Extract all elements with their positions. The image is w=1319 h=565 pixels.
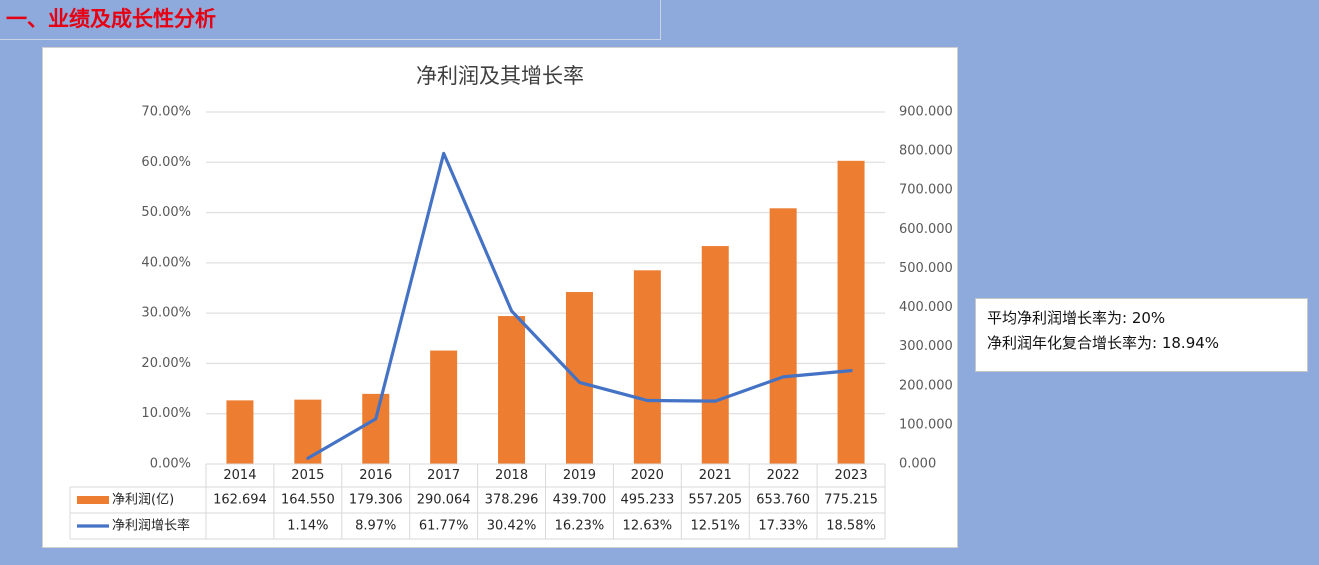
category-label: 2023	[835, 468, 868, 483]
growth-value-label: 18.58%	[826, 519, 876, 534]
cagr-value: 18.94%	[1161, 334, 1220, 352]
growth-rate-line	[306, 151, 853, 460]
growth-value-label: 61.77%	[419, 519, 469, 534]
growth-value-label: 16.23%	[555, 519, 605, 534]
right-axis-tick-label: 300.000	[899, 339, 953, 354]
bar-value-label: 557.205	[688, 493, 742, 508]
right-axis-tick-label: 200.000	[899, 378, 953, 393]
left-axis-tick-label: 20.00%	[141, 356, 191, 371]
category-label: 2019	[563, 468, 596, 483]
category-label: 2017	[427, 468, 460, 483]
section-header: 一、业绩及成长性分析	[0, 0, 661, 40]
right-axis-tick-label: 700.000	[899, 183, 953, 198]
left-axis: 0.00% 10.00% 20.00% 30.00% 40.00% 50.00% 60.00…	[141, 105, 191, 472]
growth-value-label: 12.51%	[690, 519, 740, 534]
bar-value-label: 378.296	[485, 493, 539, 508]
left-axis-tick-label: 40.00%	[141, 255, 191, 270]
legend-line-label: 净利润增长率	[112, 518, 190, 534]
right-axis-tick-label: 800.000	[899, 144, 953, 159]
right-axis-tick-label: 100.000	[899, 417, 953, 432]
bar	[701, 246, 729, 464]
left-axis-tick-label: 60.00%	[141, 155, 191, 170]
legend-bar-swatch	[77, 496, 109, 504]
left-axis-tick-label: 10.00%	[141, 406, 191, 421]
chart-bars	[226, 160, 865, 464]
category-label: 2022	[767, 468, 800, 483]
bar-value-label: 775.215	[824, 493, 878, 508]
left-axis-tick-label: 0.00%	[150, 457, 191, 472]
average-growth-value: 20%	[1131, 309, 1166, 327]
chart-title: 净利润及其增长率	[416, 64, 584, 88]
chart-line	[306, 151, 853, 460]
growth-value-label: 8.97%	[355, 519, 396, 534]
growth-value-label: 1.14%	[287, 519, 328, 534]
right-axis-tick-label: 400.000	[899, 300, 953, 315]
right-axis-tick-label: 600.000	[899, 222, 953, 237]
cagr-summary: 净利润年化复合增长率为: 18.94%	[987, 331, 1298, 356]
bar	[565, 292, 593, 464]
bar	[226, 400, 254, 464]
right-axis-tick-label: 500.000	[899, 261, 953, 276]
data-table: 2014 2015 2016 2017 2018 2019 2020 2021 2022 2023…	[69, 463, 886, 540]
chart-gridlines	[206, 111, 885, 415]
legend-bar-label: 净利润(亿)	[112, 493, 174, 508]
growth-value-label: 30.42%	[487, 519, 537, 534]
growth-value-label: 12.63%	[623, 519, 673, 534]
left-axis-tick-label: 50.00%	[141, 205, 191, 220]
bar	[430, 350, 458, 464]
bar-value-label: 179.306	[349, 493, 403, 508]
bar-value-label: 290.064	[417, 493, 471, 508]
bar	[633, 270, 661, 464]
category-label: 2016	[359, 468, 392, 483]
section-title: 一、业绩及成长性分析	[6, 7, 216, 31]
left-axis-tick-label: 70.00%	[141, 105, 191, 120]
average-growth-summary: 平均净利润增长率为: 20%	[987, 306, 1298, 331]
bar-value-label: 164.550	[281, 493, 335, 508]
average-growth-label: 平均净利润增长率为:	[987, 309, 1128, 327]
category-label: 2021	[699, 468, 732, 483]
bar-value-label: 653.760	[756, 493, 810, 508]
left-axis-tick-label: 30.00%	[141, 306, 191, 321]
bar-value-label: 162.694	[213, 493, 267, 508]
category-label: 2014	[223, 468, 256, 483]
category-label: 2015	[291, 468, 324, 483]
bar-value-label: 439.700	[553, 493, 607, 508]
chart-card: 0.00% 10.00% 20.00% 30.00% 40.00% 50.00% 60.00…	[42, 47, 958, 548]
bar-value-label: 495.233	[620, 493, 674, 508]
net-profit-growth-chart: 0.00% 10.00% 20.00% 30.00% 40.00% 50.00% 60.00…	[69, 64, 953, 540]
growth-value-label: 17.33%	[758, 519, 808, 534]
bar	[362, 393, 390, 464]
category-label: 2020	[631, 468, 664, 483]
category-label: 2018	[495, 468, 528, 483]
summary-box: 平均净利润增长率为: 20% 净利润年化复合增长率为: 18.94%	[975, 298, 1308, 372]
right-axis-tick-label: 0.000	[899, 457, 936, 472]
bar	[837, 160, 865, 464]
bar	[498, 316, 526, 464]
cagr-label: 净利润年化复合增长率为:	[987, 334, 1158, 352]
right-axis: 0.000 100.000 200.000 300.000 400.000 500.000…	[899, 105, 953, 472]
right-axis-tick-label: 900.000	[899, 105, 953, 120]
bar	[769, 208, 797, 464]
